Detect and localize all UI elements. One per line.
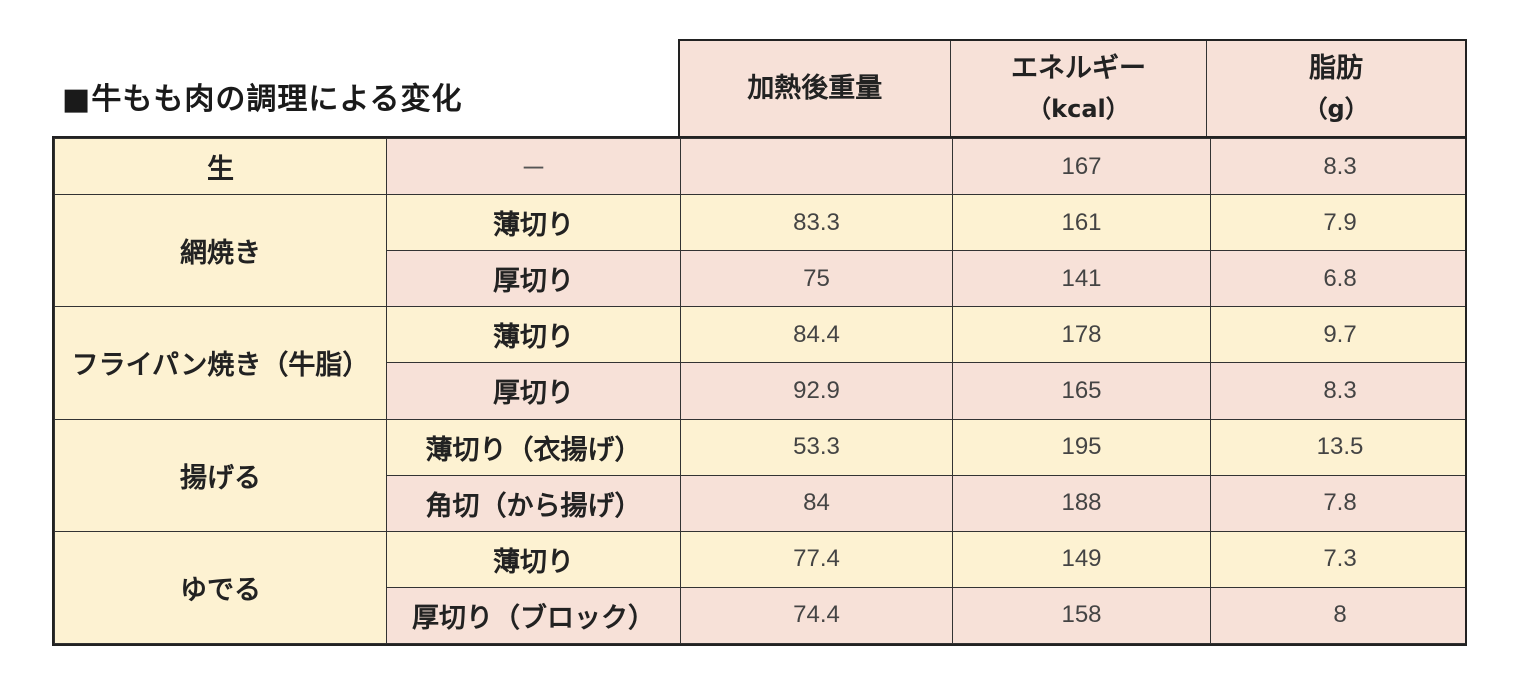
weight-cell: 74.4 [680, 586, 953, 644]
fat-cell: 8.3 [1210, 362, 1465, 420]
method-cell: フライパン焼き（牛脂） [54, 306, 387, 420]
energy-cell: 167 [952, 138, 1211, 196]
table-header: 加熱後重量 エネルギー （kcal） 脂肪 （g） [678, 39, 1467, 138]
method-cell: 生 [54, 138, 387, 196]
energy-cell: 141 [952, 250, 1211, 308]
cut-cell: 厚切り（ブロック） [386, 586, 681, 644]
header-fat-label: 脂肪 [1309, 52, 1364, 84]
weight-cell: 83.3 [680, 194, 953, 252]
table-row: 網焼き 薄切り 83.3 161 7.9 [54, 194, 1465, 308]
table-row: 厚切り（ブロック） 74.4 158 8 [55, 586, 1465, 644]
weight-cell: 77.4 [680, 530, 953, 588]
fat-cell: 7.9 [1210, 194, 1465, 252]
energy-cell: 158 [952, 586, 1211, 644]
fat-cell: 8 [1210, 586, 1465, 644]
cut-cell: 薄切り [386, 530, 681, 588]
weight-cell: 75 [680, 250, 953, 308]
weight-cell: 84.4 [680, 306, 953, 364]
fat-cell: 8.3 [1210, 138, 1465, 196]
table-row: 生 － 167 8.3 [54, 138, 1465, 196]
energy-cell: 195 [952, 418, 1211, 476]
header-weight: 加熱後重量 [680, 41, 951, 136]
table-row: 厚切り 92.9 165 8.3 [55, 362, 1465, 420]
fat-cell: 13.5 [1210, 418, 1465, 476]
fat-cell: 9.7 [1210, 306, 1465, 364]
fat-cell: 7.8 [1210, 474, 1465, 532]
page-title: ■牛もも肉の調理による変化 [62, 82, 463, 117]
method-cell: ゆでる [54, 530, 387, 644]
header-energy: エネルギー （kcal） [951, 41, 1208, 136]
weight-cell: 53.3 [680, 418, 953, 476]
header-energy-unit: （kcal） [1027, 94, 1130, 123]
fat-cell: 6.8 [1210, 250, 1465, 308]
cut-cell: 角切（から揚げ） [386, 474, 681, 532]
table-row: 角切（から揚げ） 84 188 7.8 [55, 474, 1465, 532]
energy-cell: 188 [952, 474, 1211, 532]
cut-cell: 薄切り [386, 306, 681, 364]
table-row: 揚げる 薄切り（衣揚げ） 53.3 195 13.5 [54, 418, 1465, 532]
method-cell: 揚げる [54, 418, 387, 532]
method-cell: 網焼き [54, 194, 387, 308]
header-fat-unit: （g） [1303, 94, 1369, 123]
cut-cell: 厚切り [386, 362, 681, 420]
cut-cell: 薄切り [386, 194, 681, 252]
cut-cell: 薄切り（衣揚げ） [386, 418, 681, 476]
weight-cell: 84 [680, 474, 953, 532]
table-row: フライパン焼き（牛脂） 薄切り 84.4 178 9.7 [54, 306, 1465, 420]
table-row: ゆでる 薄切り 77.4 149 7.3 [54, 530, 1465, 644]
header-fat: 脂肪 （g） [1207, 41, 1465, 136]
energy-cell: 165 [952, 362, 1211, 420]
weight-cell [680, 138, 953, 196]
energy-cell: 161 [952, 194, 1211, 252]
header-energy-label: エネルギー [1010, 52, 1146, 84]
weight-cell: 92.9 [680, 362, 953, 420]
energy-cell: 178 [952, 306, 1211, 364]
cut-cell: － [386, 138, 681, 196]
header-weight-label: 加熱後重量 [747, 72, 883, 104]
data-table: 生 － 167 8.3 網焼き 薄切り 83.3 161 7.9 厚切り 75 … [52, 136, 1467, 646]
table-row: 厚切り 75 141 6.8 [55, 250, 1465, 308]
cut-cell: 厚切り [386, 250, 681, 308]
fat-cell: 7.3 [1210, 530, 1465, 588]
energy-cell: 149 [952, 530, 1211, 588]
